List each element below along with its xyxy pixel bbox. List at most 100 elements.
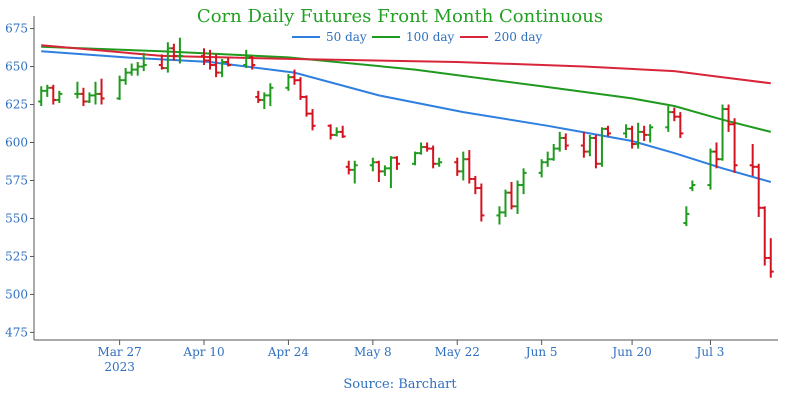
x-tick-label: May 8	[354, 345, 392, 359]
ohlc-bar	[345, 160, 352, 175]
ohlc-bar	[460, 151, 467, 181]
ohlc-bar	[478, 183, 485, 222]
y-tick-label: 675	[5, 22, 28, 36]
y-tick-label: 475	[5, 325, 28, 339]
ohlc-bar	[472, 175, 479, 195]
ohlc-bar	[128, 63, 135, 76]
y-tick-label: 625	[5, 98, 28, 112]
ohlc-bar	[544, 151, 551, 167]
ohlc-bar	[56, 90, 63, 103]
ohlc-bar	[761, 206, 768, 266]
x-tick-label: Jun 5	[524, 345, 558, 359]
y-tick-label: 650	[5, 60, 28, 74]
ohlc-bar	[466, 150, 473, 184]
ohlc-bar	[683, 206, 690, 227]
ohlc-bar	[80, 87, 87, 107]
ohlc-bar	[436, 157, 443, 167]
x-tick-label: Apr 24	[267, 345, 310, 359]
legend-label: 50 day	[326, 30, 367, 44]
ohlc-bar	[327, 124, 334, 140]
ohlc-bar	[393, 156, 400, 170]
ohlc-bar	[381, 165, 388, 176]
y-tick-label: 500	[5, 287, 28, 301]
ohlc-bar	[418, 142, 425, 155]
ohlc-bar	[496, 206, 503, 225]
ohlc-bar	[333, 127, 340, 137]
ohlc-bar	[520, 168, 527, 195]
ohlc-bar	[598, 127, 605, 167]
ohlc-bar	[689, 180, 696, 192]
ohlc-bar	[249, 55, 256, 70]
ohlc-bar	[50, 84, 57, 105]
ohlc-bar	[502, 189, 509, 217]
ohlc-bar	[592, 134, 599, 169]
ohlc-bar	[424, 142, 431, 152]
ohlc-bar	[44, 84, 51, 97]
ohlc-bar	[98, 78, 105, 105]
ohlc-bar	[140, 52, 147, 72]
moving-average-lines	[41, 44, 772, 183]
ohlc-bar	[176, 37, 183, 64]
ohlc-bar	[586, 134, 593, 157]
ohlc-bar	[122, 68, 129, 85]
ohlc-bar	[580, 131, 587, 158]
y-tick-label: 600	[5, 136, 28, 150]
ohlc-bar	[291, 69, 298, 85]
ohlc-bar	[508, 182, 515, 210]
ohlc-bars	[38, 37, 774, 278]
ohlc-bar	[725, 104, 732, 132]
ohlc-bar	[623, 124, 630, 138]
ohlc-bar	[116, 75, 123, 100]
ohlc-bar	[713, 142, 720, 169]
ohlc-bar	[375, 160, 382, 182]
ohlc-bar	[170, 43, 177, 61]
ohlc-bar	[351, 160, 358, 184]
ohlc-bar	[158, 54, 165, 70]
ohlc-bar	[671, 107, 678, 122]
ohlc-bar	[629, 125, 636, 149]
ohlc-bar	[267, 83, 274, 107]
ohlc-bar	[74, 81, 81, 99]
ohlc-bar	[86, 92, 93, 103]
ohlc-bar	[665, 106, 672, 132]
ohlc-bar	[369, 157, 376, 172]
ohlc-bar	[550, 144, 557, 161]
ohlc-bar	[201, 48, 208, 66]
ohlc-bar	[430, 145, 437, 169]
chart-title: Corn Daily Futures Front Month Continuou…	[197, 6, 603, 27]
x-tick-label: Mar 27	[97, 345, 141, 359]
series-line-50-day	[41, 50, 772, 183]
ohlc-bar	[92, 81, 99, 105]
y-tick-label: 550	[5, 211, 28, 225]
ohlc-bar	[387, 156, 394, 189]
x-tick-sublabel: 2023	[104, 360, 135, 374]
ohlc-bar	[719, 104, 726, 161]
x-tick-label: Jul 3	[695, 345, 725, 359]
ohlc-bar	[297, 77, 304, 100]
ohlc-bar	[707, 148, 714, 190]
x-tick-label: Apr 10	[182, 345, 224, 359]
ohlc-bar	[749, 144, 756, 176]
y-tick-label: 575	[5, 173, 28, 187]
ohlc-bar	[303, 95, 310, 117]
ohlc-bar	[164, 42, 171, 73]
ohlc-bar	[243, 49, 250, 69]
ohlc-bar	[207, 49, 214, 70]
ohlc-bar	[213, 54, 220, 78]
ohlc-bar	[225, 57, 232, 67]
ohlc-bar	[261, 92, 268, 110]
ohlc-bar	[514, 180, 521, 214]
legend-label: 100 day	[406, 30, 455, 44]
ohlc-bar	[556, 131, 563, 152]
ohlc-bar	[767, 238, 774, 278]
x-tick-label: May 22	[435, 345, 480, 359]
ohlc-bar	[255, 90, 262, 103]
x-tick-label: Jun 20	[610, 345, 651, 359]
legend-label: 200 day	[494, 30, 543, 44]
ohlc-bar	[339, 125, 346, 138]
ohlc-bar	[731, 118, 738, 173]
ohlc-bar	[635, 122, 642, 149]
